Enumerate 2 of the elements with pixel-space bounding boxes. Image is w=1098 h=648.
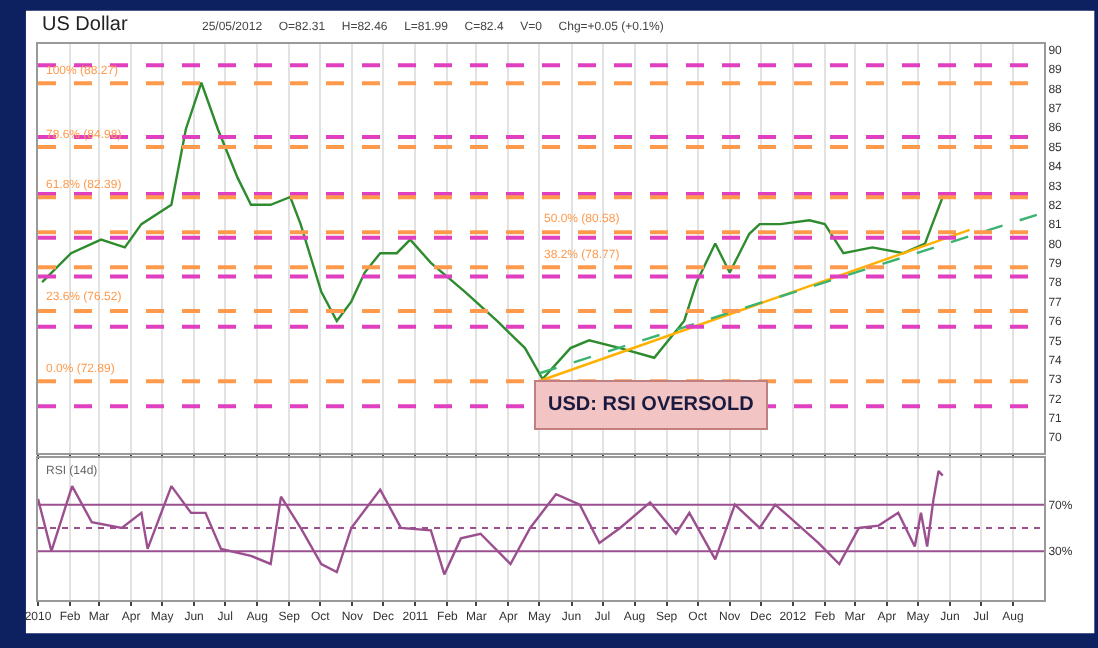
- chart-title: US Dollar: [42, 14, 129, 36]
- annotation: USD: RSI OVERSOLD: [548, 394, 754, 416]
